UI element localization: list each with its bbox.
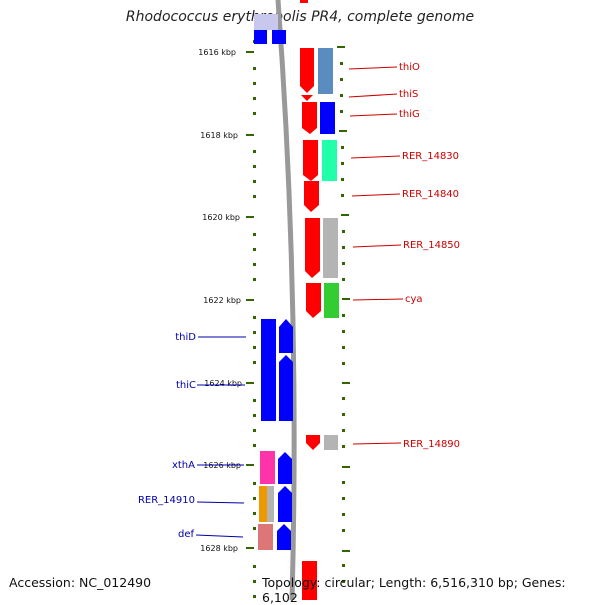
tick-dots-left	[253, 40, 256, 598]
gene-label-RER-14830[interactable]: RER_14830	[402, 151, 459, 162]
gene-thiG-cog	[320, 102, 335, 134]
gene-def-cog	[258, 524, 273, 550]
tick-marks-right	[337, 46, 350, 552]
gene-RER-14890-cog	[324, 435, 338, 450]
forward-leader-lines	[348, 66, 404, 445]
gene-thiD[interactable]	[261, 319, 276, 421]
tick-label-1616: 1616 kbp	[198, 48, 236, 57]
gene-RER-14890[interactable]	[306, 435, 320, 450]
gene-label-RER-14890[interactable]: RER_14890	[403, 439, 460, 450]
gene-cya-cog	[324, 283, 339, 318]
genome-backbone	[275, 0, 297, 600]
gene-label-thiD[interactable]: thiD	[175, 332, 196, 343]
gene-top-pale	[254, 14, 278, 30]
tick-label-1618: 1618 kbp	[200, 131, 238, 140]
gene-RER-14910-cog-a	[259, 486, 267, 522]
gene-bottom-forward	[302, 561, 317, 600]
gene-thiS[interactable]	[301, 95, 313, 101]
gene-label-RER-14850[interactable]: RER_14850	[403, 240, 460, 251]
tick-label-1622: 1622 kbp	[203, 296, 241, 305]
gene-label-thiG[interactable]: thiG	[399, 109, 420, 120]
tick-label-1628: 1628 kbp	[200, 544, 238, 553]
gene-thiC[interactable]	[279, 355, 293, 421]
gene-RER-14850-cog	[323, 218, 338, 278]
gene-thiO-cog	[318, 48, 333, 94]
gene-label-thiC[interactable]: thiC	[176, 380, 196, 391]
tick-label-1624: 1624 kbp	[204, 379, 242, 388]
gene-def[interactable]	[277, 524, 291, 550]
gene-thiG[interactable]	[302, 102, 317, 134]
gene-label-RER-14840[interactable]: RER_14840	[402, 189, 459, 200]
gene-top-forward	[300, 0, 308, 3]
genome-summary-text: Topology: circular; Length: 6,516,310 bp…	[262, 575, 566, 605]
reverse-leader-lines	[195, 336, 246, 538]
tick-label-1620: 1620 kbp	[202, 213, 240, 222]
gene-label-RER-14910[interactable]: RER_14910	[138, 495, 195, 506]
accession-text: Accession: NC_012490	[9, 575, 152, 590]
gene-RER-14830-cog	[322, 140, 337, 181]
gene-thiO[interactable]	[300, 48, 314, 93]
gene-top-right	[272, 30, 286, 44]
gene-RER-14830[interactable]	[303, 140, 318, 181]
gene-cya[interactable]	[306, 283, 321, 318]
gene-label-def[interactable]: def	[178, 529, 195, 540]
gene-xthA[interactable]	[278, 452, 292, 484]
gene-RER-14850[interactable]	[305, 218, 320, 278]
tick-dots-right	[340, 62, 345, 583]
gene-label-xthA[interactable]: xthA	[172, 460, 195, 471]
map-title: Rhodococcus erythropolis PR4, complete g…	[125, 9, 475, 25]
gene-label-cya[interactable]: cya	[405, 294, 423, 305]
tick-marks-left	[246, 51, 254, 549]
gene-thiD-small[interactable]	[279, 319, 293, 353]
gene-RER-14910[interactable]	[278, 486, 292, 522]
gene-RER-14910-cog-b	[267, 486, 274, 522]
gene-RER-14840[interactable]	[304, 181, 319, 212]
gene-label-thiO[interactable]: thiO	[399, 62, 420, 73]
gene-label-thiS[interactable]: thiS	[399, 89, 418, 100]
gene-top-left	[254, 30, 267, 44]
gene-xthA-cog	[260, 451, 275, 484]
